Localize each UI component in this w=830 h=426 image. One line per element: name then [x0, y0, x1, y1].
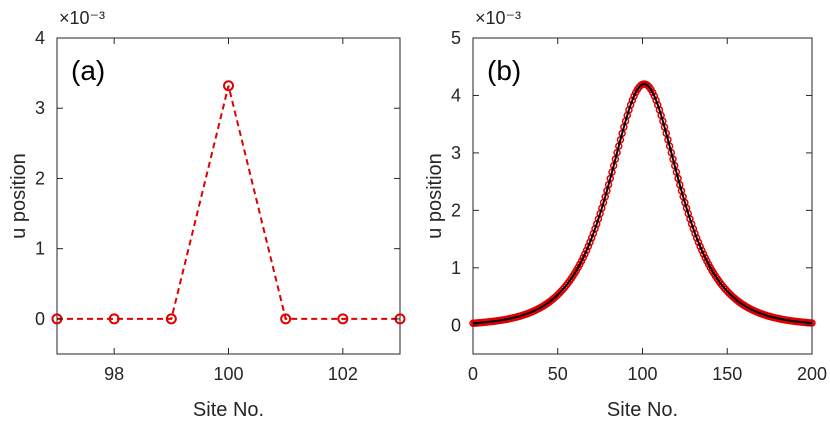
panel-b-label: (b): [487, 55, 521, 86]
y-tick-label: 5: [451, 28, 461, 48]
x-tick-label: 102: [328, 364, 358, 384]
y-tick-label: 1: [35, 239, 45, 259]
panel-a: 98 100 102 0 1 2 3 4 (a) ×10⁻³ Site No. u posit…: [8, 8, 406, 421]
x-tick-label: 98: [104, 364, 124, 384]
data-point: [579, 253, 587, 262]
series-line-analytical: [472, 82, 813, 325]
panel-a-y-axis-label: u position: [8, 153, 30, 239]
data-point: [280, 313, 292, 325]
panel-b-y-axis-label: u position: [424, 153, 446, 239]
panel-b-data: [469, 80, 816, 327]
data-point: [582, 246, 591, 255]
data-point: [692, 234, 701, 242]
data-point: [699, 250, 708, 258]
x-tick-label: 0: [468, 364, 478, 384]
data-point: [586, 238, 594, 247]
data-point: [628, 96, 637, 105]
data-point: [650, 92, 659, 100]
data-point: [698, 246, 706, 255]
data-point: [648, 88, 657, 97]
data-point: [696, 242, 704, 251]
panel-b-plot-frame: [472, 37, 813, 355]
x-tick-label: 50: [548, 364, 568, 384]
y-tick-label: 1: [451, 258, 461, 278]
data-point: [581, 250, 589, 258]
series-line-u: [57, 85, 400, 320]
panel-b: 0 50 100 150 200 0 1 2 3 4 5 (b) ×10⁻³ Site No. u …: [424, 8, 827, 421]
data-point: [337, 313, 349, 325]
y-tick-label: 4: [35, 28, 45, 48]
y-tick-label: 3: [451, 143, 461, 163]
data-point: [587, 234, 596, 242]
data-point: [584, 242, 593, 251]
y-tick-label: 2: [35, 168, 45, 188]
y-tick-label: 0: [35, 309, 45, 329]
x-tick-label: 150: [712, 364, 742, 384]
panel-a-exponent-label: ×10⁻³: [59, 8, 105, 28]
data-point: [691, 229, 699, 238]
y-tick-label: 2: [451, 200, 461, 220]
x-tick-label: 200: [797, 364, 827, 384]
y-tick-label: 3: [35, 98, 45, 118]
panel-a-x-axis-label: Site No.: [193, 399, 264, 421]
data-point: [630, 92, 638, 100]
panel-a-label: (a): [71, 55, 105, 86]
data-point: [223, 80, 234, 92]
panel-b-x-axis-label: Site No.: [607, 399, 678, 421]
data-point: [165, 313, 177, 325]
data-point: [108, 313, 120, 325]
y-tick-label: 0: [451, 315, 461, 335]
x-tick-label: 100: [213, 364, 243, 384]
panel-b-exponent-label: ×10⁻³: [475, 8, 521, 28]
x-tick-label: 100: [627, 364, 657, 384]
data-point: [694, 238, 703, 247]
data-point: [652, 96, 660, 105]
panel-a-plot-frame: [56, 37, 401, 355]
y-tick-label: 4: [451, 85, 461, 105]
